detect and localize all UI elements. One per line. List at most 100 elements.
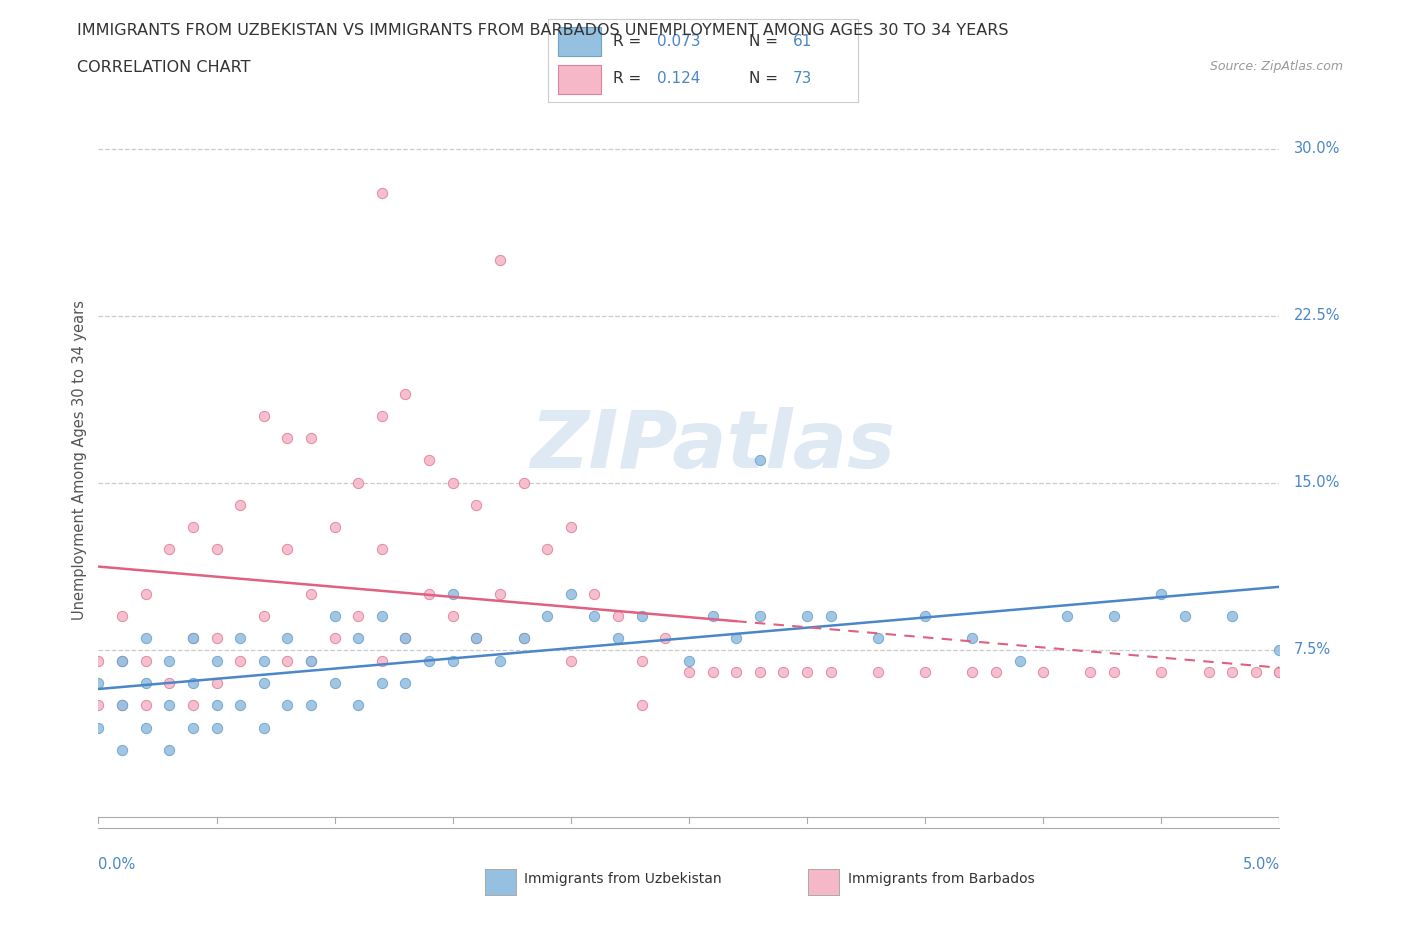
Point (253, 653, 276, 668)
Point (347, 609, 370, 624)
Point (181, 631, 204, 646)
Point (441, 609, 464, 624)
Point (181, 675, 204, 690)
Text: 61: 61 (793, 33, 813, 48)
Point (536, 542, 558, 557)
Point (866, 664, 889, 679)
Point (607, 609, 630, 624)
Point (371, 408, 394, 423)
Text: 15.0%: 15.0% (1294, 475, 1340, 490)
Point (1150, 664, 1173, 679)
Text: R =: R = (613, 72, 647, 86)
Text: 5.0%: 5.0% (1243, 857, 1279, 871)
Point (253, 609, 276, 624)
Text: N =: N = (749, 72, 783, 86)
Point (560, 587, 582, 602)
Point (87, 653, 110, 668)
Text: 0.073: 0.073 (657, 33, 700, 48)
Point (962, 664, 984, 679)
Point (583, 609, 606, 624)
Point (536, 609, 558, 624)
Point (394, 386, 416, 401)
Point (299, 698, 322, 712)
Point (157, 653, 180, 668)
Point (1220, 609, 1243, 624)
Point (1198, 664, 1220, 679)
Point (135, 587, 157, 602)
Point (1174, 609, 1197, 624)
Point (820, 609, 842, 624)
Text: 73: 73 (793, 72, 813, 86)
Text: N =: N = (749, 33, 783, 48)
Point (299, 431, 322, 445)
Point (135, 631, 157, 646)
Point (748, 609, 770, 624)
Point (111, 653, 134, 668)
Point (418, 587, 440, 602)
Point (512, 475, 534, 490)
Point (394, 631, 416, 646)
Point (418, 453, 440, 468)
Text: 0.0%: 0.0% (98, 857, 135, 871)
Y-axis label: Unemployment Among Ages 30 to 34 years: Unemployment Among Ages 30 to 34 years (72, 300, 87, 620)
Point (347, 631, 370, 646)
Point (276, 698, 298, 712)
Text: ZIPatlas: ZIPatlas (530, 406, 896, 485)
Point (962, 631, 984, 646)
Point (299, 653, 322, 668)
Point (111, 653, 134, 668)
Point (607, 631, 630, 646)
Point (465, 631, 488, 646)
Point (205, 631, 228, 646)
Point (630, 653, 652, 668)
Point (1244, 664, 1267, 679)
Text: CORRELATION CHART: CORRELATION CHART (77, 60, 250, 75)
Point (111, 698, 134, 712)
Text: Source: ZipAtlas.com: Source: ZipAtlas.com (1209, 60, 1343, 73)
Point (371, 186, 394, 201)
Point (1056, 609, 1078, 624)
Point (914, 664, 936, 679)
Point (253, 675, 276, 690)
Point (1008, 653, 1031, 668)
Point (276, 431, 298, 445)
Point (630, 698, 652, 712)
Point (465, 498, 488, 512)
Point (748, 453, 770, 468)
Point (135, 675, 157, 690)
Point (1220, 664, 1243, 679)
Point (820, 664, 842, 679)
Point (181, 520, 204, 535)
Point (205, 675, 228, 690)
Point (347, 475, 370, 490)
Point (560, 520, 582, 535)
Point (157, 675, 180, 690)
Point (157, 742, 180, 757)
Point (678, 653, 700, 668)
Text: 0.124: 0.124 (657, 72, 700, 86)
Point (1268, 664, 1291, 679)
Point (1102, 609, 1125, 624)
Point (205, 542, 228, 557)
Point (299, 587, 322, 602)
Point (512, 631, 534, 646)
Point (205, 720, 228, 735)
Point (702, 664, 724, 679)
Point (1268, 642, 1291, 657)
Point (772, 664, 794, 679)
Point (181, 720, 204, 735)
Point (157, 698, 180, 712)
Point (229, 631, 252, 646)
Point (299, 653, 322, 668)
Point (489, 653, 512, 668)
Point (111, 609, 134, 624)
Text: Immigrants from Barbados: Immigrants from Barbados (848, 871, 1035, 886)
Point (205, 698, 228, 712)
Point (323, 631, 346, 646)
Point (323, 609, 346, 624)
Point (253, 408, 276, 423)
Point (1032, 664, 1054, 679)
Point (87, 675, 110, 690)
Point (418, 653, 440, 668)
Point (914, 609, 936, 624)
